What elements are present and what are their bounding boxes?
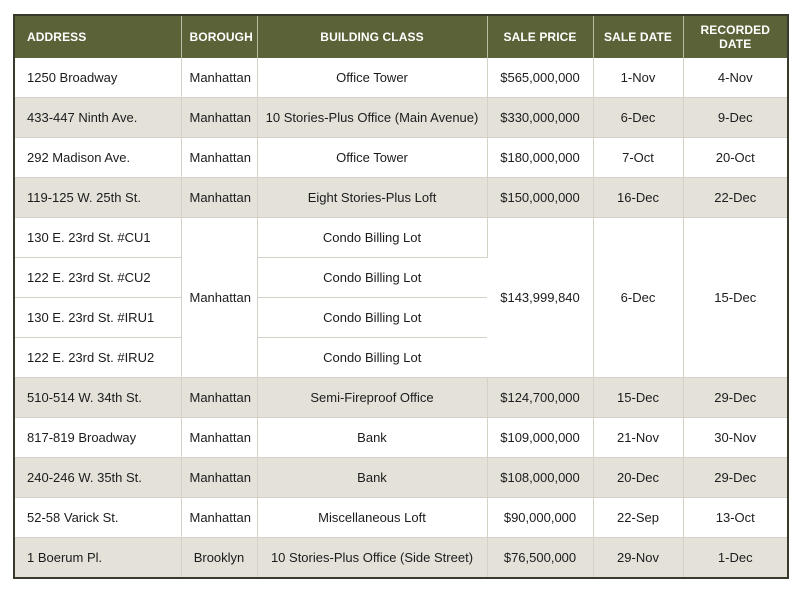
cell-address: 1 Boerum Pl. [15, 537, 182, 577]
cell-sale-date: 16-Dec [593, 177, 684, 218]
cell-borough: Manhattan [181, 377, 258, 418]
header-row: ADDRESS BOROUGH BUILDING CLASS SALE PRIC… [15, 16, 787, 58]
cell-building-class: Office Tower [257, 58, 488, 98]
cell-address: 240-246 W. 35th St. [15, 457, 182, 498]
sales-table-container: ADDRESS BOROUGH BUILDING CLASS SALE PRIC… [13, 14, 789, 579]
cell-borough: Brooklyn [181, 537, 258, 577]
cell-borough: Manhattan [181, 457, 258, 498]
cell-sale-date: 15-Dec [593, 377, 684, 418]
cell-recorded-date: 9-Dec [683, 97, 787, 138]
cell-recorded-date: 22-Dec [683, 177, 787, 218]
cell-sale-date: 7-Oct [593, 137, 684, 178]
cell-borough: Manhattan [181, 137, 258, 178]
cell-address: 292 Madison Ave. [15, 137, 182, 178]
cell-sale-date: 6-Dec [593, 97, 684, 138]
cell-sale-price: $124,700,000 [487, 377, 594, 418]
header-borough: BOROUGH [181, 16, 258, 58]
cell-sale-price: $108,000,000 [487, 457, 594, 498]
table-row-group: 130 E. 23rd St. #IRU1 Condo Billing Lot [15, 297, 787, 338]
cell-borough: Manhattan [181, 97, 258, 138]
cell-sale-date: 22-Sep [593, 497, 684, 538]
header-recorded-date: RECORDED DATE [683, 16, 787, 58]
cell-address: 510-514 W. 34th St. [15, 377, 182, 418]
cell-recorded-date: 1-Dec [683, 537, 787, 577]
cell-sale-price: $180,000,000 [487, 137, 594, 178]
cell-recorded-date: 4-Nov [683, 58, 787, 98]
cell-recorded-date: 20-Oct [683, 137, 787, 178]
cell-address: 817-819 Broadway [15, 417, 182, 458]
cell-building-class: Condo Billing Lot [257, 337, 487, 378]
table-row: 240-246 W. 35th St. Manhattan Bank $108,… [15, 457, 787, 498]
cell-borough: Manhattan [181, 417, 258, 458]
cell-borough: Manhattan [181, 497, 258, 538]
cell-sale-price: $109,000,000 [487, 417, 594, 458]
table-row: 817-819 Broadway Manhattan Bank $109,000… [15, 417, 787, 458]
cell-building-class: Office Tower [257, 137, 488, 178]
header-sale-date: SALE DATE [593, 16, 684, 58]
table-row: 510-514 W. 34th St. Manhattan Semi-Firep… [15, 377, 787, 418]
cell-address: 130 E. 23rd St. #IRU1 [15, 297, 182, 338]
cell-borough-merged: Manhattan [181, 217, 258, 378]
header-sale-price: SALE PRICE [487, 16, 594, 58]
table-row: 433-447 Ninth Ave. Manhattan 10 Stories-… [15, 97, 787, 138]
cell-recorded-date-merged: 15-Dec [683, 217, 787, 378]
cell-sale-date: 1-Nov [593, 58, 684, 98]
cell-building-class: 10 Stories-Plus Office (Side Street) [257, 537, 488, 577]
cell-building-class: Eight Stories-Plus Loft [257, 177, 488, 218]
table-row-group: 122 E. 23rd St. #CU2 Condo Billing Lot [15, 257, 787, 298]
cell-building-class: 10 Stories-Plus Office (Main Avenue) [257, 97, 488, 138]
cell-sale-price: $565,000,000 [487, 58, 594, 98]
cell-building-class: Miscellaneous Loft [257, 497, 488, 538]
cell-sale-date-merged: 6-Dec [593, 217, 684, 378]
table-row-group: 130 E. 23rd St. #CU1 Manhattan Condo Bil… [15, 217, 787, 378]
cell-building-class: Bank [257, 457, 488, 498]
cell-sale-price: $90,000,000 [487, 497, 594, 538]
table-row: 119-125 W. 25th St. Manhattan Eight Stor… [15, 177, 787, 218]
cell-sale-price: $330,000,000 [487, 97, 594, 138]
cell-borough: Manhattan [181, 177, 258, 218]
property-sales-table: ADDRESS BOROUGH BUILDING CLASS SALE PRIC… [15, 16, 787, 577]
cell-address: 433-447 Ninth Ave. [15, 97, 182, 138]
cell-building-class: Semi-Fireproof Office [257, 377, 488, 418]
cell-borough: Manhattan [181, 58, 258, 98]
cell-recorded-date: 29-Dec [683, 457, 787, 498]
header-address: ADDRESS [15, 16, 182, 58]
cell-sale-date: 20-Dec [593, 457, 684, 498]
cell-building-class: Condo Billing Lot [257, 217, 488, 258]
cell-address: 130 E. 23rd St. #CU1 [15, 217, 182, 258]
cell-sale-price: $150,000,000 [487, 177, 594, 218]
header-building-class: BUILDING CLASS [257, 16, 488, 58]
cell-recorded-date: 13-Oct [683, 497, 787, 538]
cell-recorded-date: 30-Nov [683, 417, 787, 458]
cell-sale-date: 21-Nov [593, 417, 684, 458]
cell-address: 119-125 W. 25th St. [15, 177, 182, 218]
cell-address: 1250 Broadway [15, 58, 182, 98]
cell-address: 122 E. 23rd St. #CU2 [15, 257, 182, 298]
table-row: 52-58 Varick St. Manhattan Miscellaneous… [15, 497, 787, 538]
table-row: 1250 Broadway Manhattan Office Tower $56… [15, 58, 787, 98]
cell-address: 52-58 Varick St. [15, 497, 182, 538]
table-row: 1 Boerum Pl. Brooklyn 10 Stories-Plus Of… [15, 537, 787, 577]
cell-building-class: Bank [257, 417, 488, 458]
cell-address: 122 E. 23rd St. #IRU2 [15, 337, 182, 378]
cell-sale-price-merged: $143,999,840 [487, 217, 594, 378]
table-row: 292 Madison Ave. Manhattan Office Tower … [15, 137, 787, 178]
cell-building-class: Condo Billing Lot [257, 297, 487, 338]
cell-sale-date: 29-Nov [593, 537, 684, 577]
cell-recorded-date: 29-Dec [683, 377, 787, 418]
table-row-group: 122 E. 23rd St. #IRU2 Condo Billing Lot [15, 337, 787, 378]
cell-building-class: Condo Billing Lot [257, 257, 487, 298]
cell-sale-price: $76,500,000 [487, 537, 594, 577]
